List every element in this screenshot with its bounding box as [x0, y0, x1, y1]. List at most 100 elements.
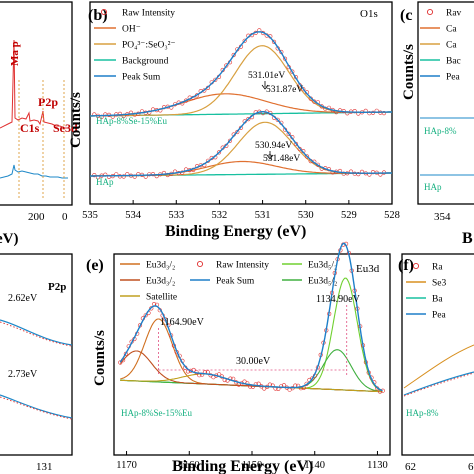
splitting-label: 30.00eV — [236, 356, 271, 367]
panel-e-sample-label: HAp-8%Se-15%Eu — [121, 408, 192, 418]
peak-label: 531.48eV — [263, 154, 300, 164]
legend-label: Raw Intensity — [216, 261, 269, 271]
panel-e-x-label: Binding Energy (eV) — [172, 458, 313, 474]
oh-component-line — [90, 160, 392, 177]
survey-tick-label: 200 — [28, 211, 45, 223]
peak-sum-line — [119, 242, 383, 392]
panel-a-frame — [0, 1, 73, 206]
panel-f-legend: Ra Se3 Ba Pea — [406, 263, 447, 321]
peak-sum-line — [90, 31, 392, 117]
raw-intensity-point — [293, 141, 299, 147]
peak-label: 1164.90eV — [160, 317, 205, 328]
raw-intensity-point — [149, 306, 154, 311]
panel-c-sample-label: HAp — [424, 182, 442, 192]
panel-e-curves — [118, 241, 385, 394]
legend-label: Eu3d₅/₂ — [308, 277, 337, 287]
raw-intensity-point — [381, 110, 387, 116]
peak-label: 1134.90eV — [316, 294, 361, 305]
panel-a-fragment: Ma p C1s P2p Se3d 200 0 eV) — [0, 1, 78, 247]
legend-marker — [412, 262, 420, 270]
panel-e-x-ticks: 1170 1160 1150 1140 1130 — [116, 451, 388, 471]
panel-d-curve — [0, 319, 73, 346]
panel-b-y-label: Counts/s — [68, 92, 84, 148]
peak-label: 530.94eV — [255, 141, 292, 151]
panel-b-legend: Raw Intensity OH⁻ PO₄³⁻:SeO₃²⁻ Background Pe… — [94, 9, 176, 83]
survey-spectrum-bottom — [0, 164, 68, 179]
legend-label: Raw Intensity — [122, 9, 175, 19]
panel-c-fragment: (c Counts/s Rav Ca Ca Bac Pea HAp-8% HAp 354… — [400, 1, 474, 247]
panel-f-tick-label: 62 — [405, 461, 416, 473]
survey-peak-label: Ma p — [9, 41, 21, 66]
legend-label: Ba — [432, 295, 443, 305]
legend-label: Ca — [446, 41, 457, 51]
survey-peak-label: C1s — [20, 121, 40, 135]
satellite-line — [120, 373, 383, 393]
peak-sum-line — [90, 110, 392, 177]
peak-label: 2.73eV — [8, 369, 38, 380]
legend-label: Eu3d₃/₂ — [146, 261, 175, 271]
panel-b-curves — [90, 28, 392, 180]
raw-intensity-point — [286, 131, 291, 136]
raw-intensity-point — [92, 173, 97, 178]
legend-label: Pea — [446, 73, 461, 83]
raw-intensity-point — [246, 116, 251, 122]
panel-b-sample-label: HAp-8%Se-15%Eu — [96, 116, 167, 126]
raw-intensity-point — [271, 39, 277, 45]
raw-intensity-point — [216, 150, 222, 155]
x-tick-label: 1140 — [304, 460, 325, 471]
panel-e-letter: (e) — [86, 257, 104, 274]
x-tick-label: 530 — [298, 210, 314, 221]
panel-c-tick-label: 354 — [434, 211, 451, 223]
panel-b-x-label: Binding Energy (eV) — [165, 223, 306, 240]
legend-label: Rav — [446, 9, 462, 19]
legend-label: Eu3d₃/₂ — [146, 277, 175, 287]
raw-intensity-point — [143, 313, 148, 318]
panel-c-letter: (c — [400, 7, 412, 24]
panel-e-y-label: Counts/s — [92, 330, 108, 386]
raw-intensity-point — [310, 376, 315, 381]
raw-intensity-point — [279, 384, 284, 389]
legend-label: Peak Sum — [216, 277, 255, 287]
panel-f-curve — [403, 371, 474, 396]
raw-intensity-point — [227, 138, 233, 143]
raw-intensity-point — [224, 63, 229, 68]
panel-b-sample-label: HAp — [96, 177, 114, 187]
legend-label: Eu3d₅/₂ — [308, 261, 337, 271]
panel-c-legend: Rav Ca Ca Bac Pea — [420, 9, 462, 83]
panel-b-x-ticks: 535 534 533 532 531 530 529 528 — [82, 200, 400, 221]
legend-label: Bac — [446, 57, 461, 67]
raw-intensity-point — [117, 111, 123, 116]
legend-label: PO₄³⁻:SeO₃²⁻ — [122, 41, 176, 51]
x-tick-label: 528 — [384, 210, 400, 221]
raw-intensity-point — [183, 98, 189, 103]
panel-d-fragment: P2p 2.62eV 2.73eV 131 — [0, 253, 73, 473]
panel-d-frame — [0, 253, 73, 456]
panel-d-tick-label: 131 — [36, 461, 53, 473]
x-tick-label: 529 — [341, 210, 357, 221]
legend-label: Peak Sum — [122, 73, 161, 83]
x-tick-label: 534 — [125, 210, 142, 221]
x-tick-label: 1130 — [367, 460, 388, 471]
x-tick-label: 531 — [255, 210, 271, 221]
x-tick-label: 533 — [168, 210, 184, 221]
survey-peak-label: P2p — [38, 95, 58, 109]
legend-marker — [196, 260, 204, 268]
raw-intensity-point — [231, 52, 236, 58]
panel-f-x-label-fragment: B — [466, 472, 474, 474]
survey-tick-label: 0 — [62, 211, 68, 223]
legend-label: OH⁻ — [122, 25, 141, 35]
raw-intensity-point — [356, 172, 361, 177]
po4-seo3-component-line — [90, 121, 392, 177]
raw-intensity-point — [242, 38, 247, 43]
panel-e: (e) Eu3d Counts/s Binding Energy (eV) 11… — [86, 241, 391, 474]
raw-intensity-point — [118, 360, 123, 365]
raw-intensity-point — [121, 174, 126, 179]
x-tick-label: 1160 — [179, 460, 200, 471]
panel-e-title: Eu3d — [356, 263, 380, 275]
panel-b: (b) O1s Counts/s Binding Energy (eV) 535… — [68, 1, 400, 240]
panel-f-tick-label: 6 — [468, 461, 474, 473]
panel-b-letter: (b) — [88, 7, 108, 24]
survey-peak-label: Se3d — [53, 121, 78, 135]
raw-intensity-point — [304, 154, 310, 159]
raw-intensity-point — [150, 172, 156, 177]
